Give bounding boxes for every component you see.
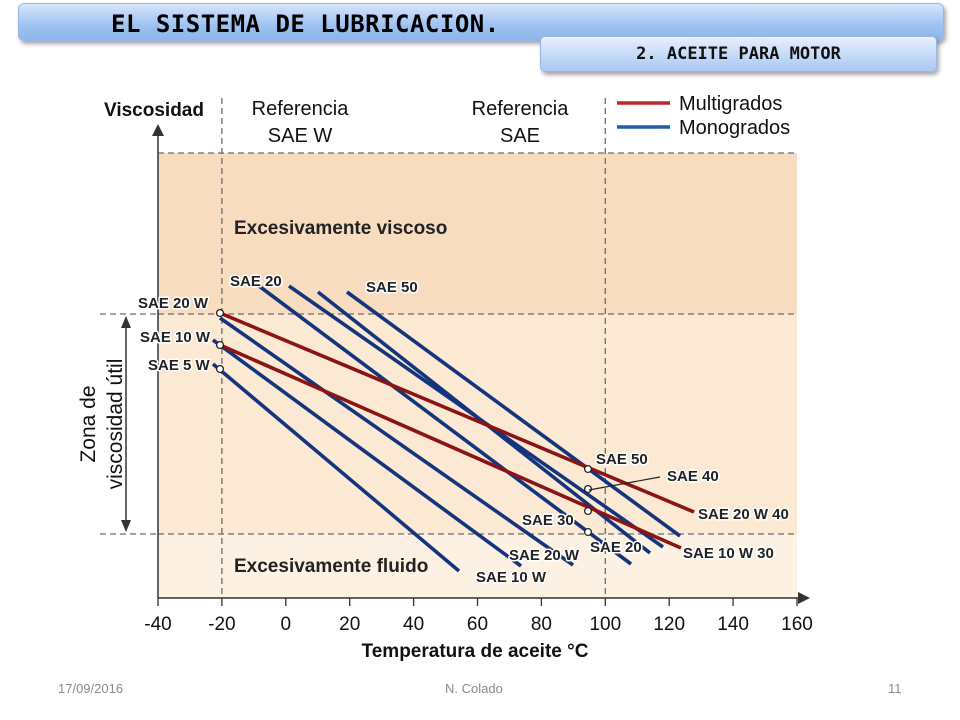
intersection-marker-5 [583, 506, 593, 516]
intersection-marker-3 [583, 464, 593, 474]
zone-label-fluid: Excesivamente fluido [234, 556, 428, 577]
useful-zone-label-line1: Zona de [77, 385, 100, 462]
series-label-sae-10-w-0: SAE 10 W [140, 329, 211, 346]
x-tick-label-6: 80 [531, 614, 552, 635]
footer-date: 17/09/2016 [58, 681, 124, 696]
x-tick-label-1: -20 [208, 614, 235, 635]
reference-label-1-line2: SAE [500, 125, 540, 147]
series-label-sae-10-w-1: SAE 10 W [476, 569, 547, 586]
legend-label-multigrados: Multigrados [679, 93, 782, 115]
series-line-sae-10-w-30 [219, 343, 682, 550]
x-tick-label-4: 40 [403, 614, 424, 635]
series-line-sae-20-w [218, 316, 575, 567]
intersection-marker-4 [583, 484, 593, 494]
x-axis-title: Temperatura de aceite °C [362, 641, 589, 662]
subtitle-bar: 2. ACEITE PARA MOTOR [540, 36, 937, 72]
zone-excesivamente-viscoso [158, 153, 797, 314]
useful-zone-bracket-bottom-arrow [121, 520, 131, 532]
series-line-sae-20-w-40 [219, 311, 695, 514]
intersection-marker-6 [583, 527, 593, 537]
y-axis-arrow [152, 124, 164, 136]
series-line-sae-10-w [211, 338, 523, 568]
series-line-sae-50 [345, 290, 682, 538]
intersection-marker-0 [215, 308, 225, 318]
useful-zone-label-line2: viscosidad útil [104, 359, 127, 490]
x-tick-label-2: 0 [281, 614, 292, 635]
title-bar: EL SISTEMA DE LUBRICACION. [18, 3, 944, 41]
reference-label-0-line1: Referencia [252, 98, 350, 120]
series-label-sae-30-0: SAE 30 [522, 512, 574, 529]
intersection-marker-1 [215, 340, 225, 350]
series-label-sae-20-0: SAE 20 [230, 273, 282, 290]
x-tick-label-10: 160 [781, 614, 813, 635]
series-label-sae-5-w-0: SAE 5 W [148, 357, 211, 374]
reference-label-0-line2: SAE W [268, 125, 333, 147]
footer-page-number: 11 [888, 681, 902, 696]
useful-zone-bracket-top-arrow [121, 316, 131, 328]
x-tick-label-7: 100 [589, 614, 621, 635]
sae-40-leader-line [588, 476, 661, 491]
series-line-sae-20 [257, 284, 633, 566]
slide-title: EL SISTEMA DE LUBRICACION. [111, 10, 500, 38]
legend-label-monogrados: Monogrados [679, 117, 790, 139]
x-axis-arrow [798, 592, 810, 604]
series-label-sae-20-w-1: SAE 20 W [509, 547, 580, 564]
x-tick-label-3: 20 [339, 614, 360, 635]
reference-label-1-line1: Referencia [472, 98, 570, 120]
series-label-sae-50-0: SAE 50 [366, 279, 418, 296]
series-label-sae-20-w-40-0: SAE 20 W 40 [698, 506, 789, 523]
x-tick-label-0: -40 [144, 614, 171, 635]
series-label-sae-40-0: SAE 40 [667, 468, 719, 485]
x-tick-label-8: 120 [653, 614, 685, 635]
series-label-sae-20-1: SAE 20 [590, 539, 642, 556]
series-label-sae-20-w-0: SAE 20 W [138, 295, 209, 312]
slide-subtitle: 2. ACEITE PARA MOTOR [636, 44, 841, 64]
series-label-sae-50-1: SAE 50 [596, 451, 648, 468]
series-line-sae-5-w [211, 362, 461, 573]
zone-label-viscous: Excesivamente viscoso [234, 218, 447, 239]
series-label-sae-10-w-30-0: SAE 10 W 30 [683, 545, 774, 562]
x-tick-label-9: 140 [717, 614, 749, 635]
x-tick-label-5: 60 [467, 614, 488, 635]
intersection-marker-2 [215, 364, 225, 374]
footer-author: N. Colado [445, 681, 503, 696]
y-axis-title: Viscosidad [104, 100, 204, 121]
zone-excesivamente-fluido [158, 534, 797, 598]
zone-zona-de-viscosidad-til [158, 314, 797, 534]
